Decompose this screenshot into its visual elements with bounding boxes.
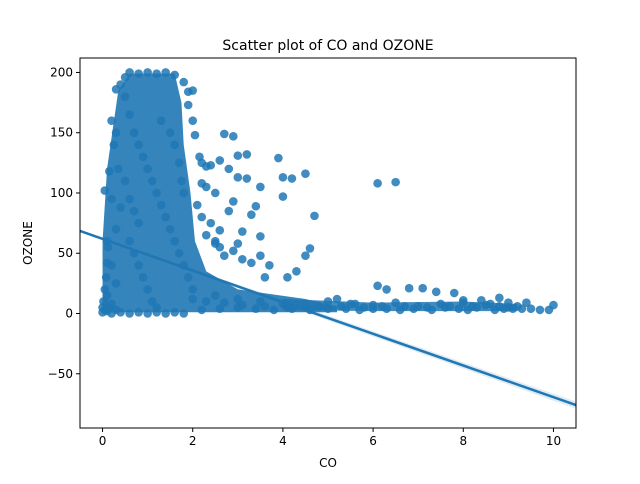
- scatter-point: [210, 239, 220, 248]
- x-axis-label: CO: [319, 456, 337, 470]
- scatter-point: [201, 182, 211, 192]
- scatter-point: [256, 182, 265, 192]
- scatter-point: [229, 246, 238, 256]
- scatter-point: [224, 164, 234, 174]
- scatter-point: [292, 267, 301, 276]
- scatter-point: [549, 300, 558, 310]
- x-tick-label: 10: [546, 434, 561, 448]
- x-axis-ticks: 0 2 4 6 8 10: [99, 428, 561, 448]
- y-tick-label: 150: [50, 126, 73, 140]
- scatter-point: [233, 239, 243, 248]
- scatter-point: [283, 273, 292, 282]
- y-tick-label: −50: [48, 367, 73, 381]
- regression-line-layer: [80, 229, 576, 407]
- dense-cloud-tail: [282, 299, 518, 312]
- plot-frame: [79, 57, 577, 429]
- scatter-point: [404, 283, 414, 293]
- scatter-point: [382, 285, 391, 294]
- scatter-point: [188, 86, 198, 95]
- scatter-point: [183, 100, 193, 110]
- scatter-point: [215, 156, 225, 165]
- y-axis-ticks: −50 0 50 100 150 200: [48, 65, 80, 381]
- scatter-point: [188, 116, 198, 125]
- scatter-point: [197, 212, 207, 222]
- scatter-point: [219, 251, 229, 260]
- scatter-point: [517, 304, 527, 313]
- scatter-point: [278, 173, 288, 182]
- scatter-point: [247, 258, 256, 268]
- x-tick-label: 4: [279, 434, 287, 448]
- scatter-point: [210, 188, 220, 198]
- scatter-point: [256, 251, 265, 260]
- scatter-point: [265, 260, 274, 270]
- scatter-point: [190, 130, 200, 140]
- scatter-point: [373, 281, 382, 291]
- scatter-point: [215, 226, 225, 235]
- scatter-point: [431, 287, 441, 297]
- scatter-point: [418, 283, 427, 293]
- scatter-point: [251, 201, 261, 211]
- scatter-point: [287, 174, 297, 183]
- chart-title: Scatter plot of CO and OZONE: [222, 38, 433, 54]
- scatter-point: [247, 210, 256, 219]
- scatter-point: [229, 132, 238, 141]
- scatter-point: [238, 227, 247, 236]
- scatter-point: [274, 153, 283, 163]
- scatter-point: [229, 197, 238, 206]
- scatter-point: [192, 200, 202, 210]
- scatter-point: [526, 304, 536, 313]
- scatter-point: [242, 150, 252, 159]
- y-tick-label: 50: [58, 246, 73, 260]
- x-tick-label: 8: [459, 434, 467, 448]
- scatter-point: [535, 305, 545, 315]
- scatter-point: [310, 211, 319, 221]
- scatter-point: [224, 206, 234, 216]
- scatter-point: [233, 151, 243, 160]
- scatter-point: [242, 174, 252, 183]
- scatter-point: [522, 298, 531, 307]
- x-tick-label: 0: [99, 434, 107, 448]
- scatter-point: [301, 169, 310, 179]
- scatter-point: [449, 288, 459, 298]
- scatter-point: [391, 177, 400, 187]
- y-tick-label: 100: [50, 186, 73, 200]
- scatter-point: [256, 232, 265, 241]
- regression-line: [80, 229, 576, 407]
- scatter-point: [179, 77, 189, 87]
- scatter-point: [201, 230, 211, 240]
- dense-point-cloud: [102, 73, 518, 314]
- scatter-point: [219, 129, 229, 139]
- dense-cloud-core: [102, 73, 338, 314]
- scatter-point: [301, 251, 310, 260]
- scatter-point: [278, 192, 288, 201]
- y-tick-label: 200: [50, 65, 73, 79]
- scatter-point: [260, 273, 270, 282]
- scatter-point: [495, 293, 504, 303]
- y-tick-label: 0: [65, 307, 73, 321]
- y-axis-label: OZONE: [21, 221, 35, 265]
- scatter-point: [206, 218, 216, 228]
- scatter-point: [373, 179, 382, 188]
- scatter-point: [233, 173, 243, 182]
- x-tick-label: 2: [189, 434, 197, 448]
- scatter-point: [238, 254, 247, 264]
- scatter-point: [206, 160, 216, 170]
- x-tick-label: 6: [369, 434, 377, 448]
- scatter-point: [305, 244, 315, 253]
